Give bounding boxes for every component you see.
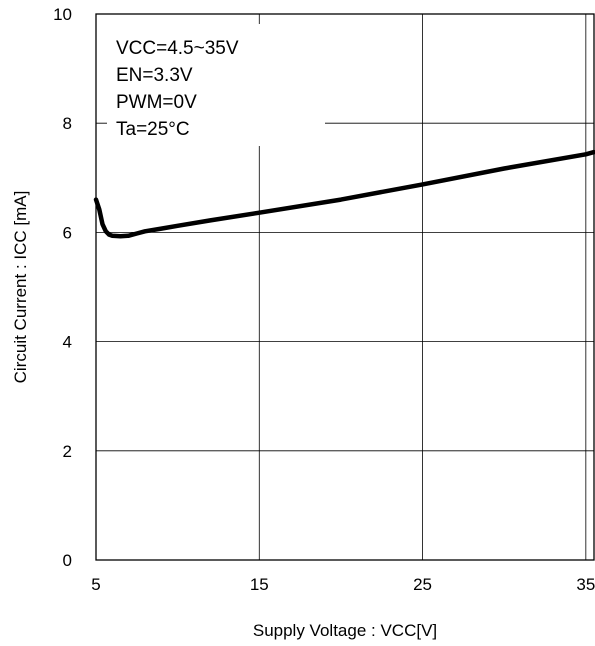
x-tick-label: 35 (576, 575, 595, 594)
y-tick-label: 10 (53, 5, 72, 24)
annotation-line: VCC=4.5~35V (116, 38, 239, 59)
annotation-background (107, 24, 325, 146)
annotation-line: EN=3.3V (116, 65, 193, 86)
annotation-box: VCC=4.5~35V EN=3.3V PWM=0V Ta=25°C (107, 24, 325, 146)
x-tick-label: 25 (413, 575, 432, 594)
y-axis-ticks: 0 2 4 6 8 10 (53, 5, 72, 570)
y-tick-label: 6 (63, 223, 72, 242)
series-line-0 (93, 149, 595, 239)
x-tick-label: 15 (250, 575, 269, 594)
y-tick-label: 8 (63, 114, 72, 133)
x-axis-title: Supply Voltage : VCC[V] (253, 621, 437, 640)
y-axis-title: Circuit Current : ICC [mA] (11, 191, 30, 384)
y-tick-label: 0 (63, 551, 72, 570)
x-tick-label: 5 (91, 575, 100, 594)
y-tick-label: 2 (63, 442, 72, 461)
annotation-line: Ta=25°C (116, 119, 190, 140)
x-axis-ticks: 5 15 25 35 (91, 575, 595, 594)
plot-frame (95, 13, 595, 561)
series-layer (93, 149, 595, 239)
annotation-line: PWM=0V (116, 92, 197, 113)
y-tick-label: 4 (63, 333, 72, 352)
